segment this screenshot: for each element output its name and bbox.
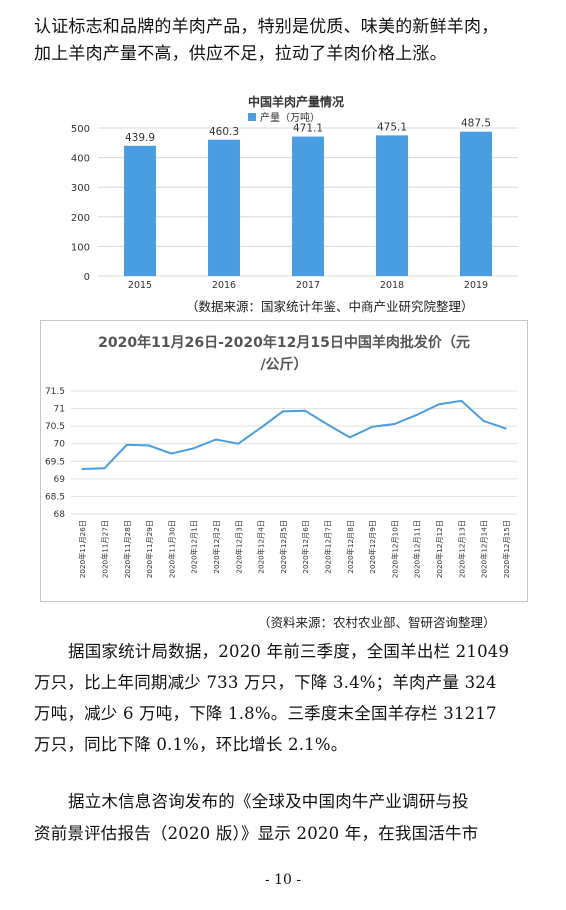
x-tick-label: 2017 bbox=[296, 280, 320, 291]
x-tick-label: 2020年11月30日 bbox=[167, 520, 176, 578]
x-tick-label: 2020年12月10日 bbox=[390, 520, 399, 578]
bar bbox=[460, 131, 492, 276]
line-point bbox=[438, 403, 440, 406]
text-line: 加上羊肉产量不高，供应不足，拉动了羊肉价格上涨。 bbox=[34, 44, 447, 64]
bar bbox=[124, 145, 156, 276]
text-line: 据国家统计局数据，2020 年前三季度，全国羊出栏 21049 bbox=[68, 642, 510, 661]
line-point bbox=[259, 427, 262, 429]
x-tick-label: 2020年12月15日 bbox=[502, 520, 511, 578]
line-point bbox=[326, 423, 329, 426]
y-tick-label: 71 bbox=[54, 405, 65, 415]
line-point bbox=[415, 414, 418, 416]
y-tick-label: 500 bbox=[71, 124, 90, 135]
bar-value-label: 460.3 bbox=[209, 126, 239, 138]
text-line: 资前景评估报告（2020 版）》显示 2020 年，在我国活牛市 bbox=[34, 824, 479, 843]
x-tick-label: 2020年12月5日 bbox=[279, 520, 288, 574]
line-chart-title-line1: 2020年11月26日-2020年12月15日中国羊肉批发价（元 bbox=[98, 334, 470, 351]
text-line: 万吨，减少 6 万吨，下降 1.8%。三季度末全国羊存栏 31217 bbox=[34, 704, 497, 723]
bar-value-label: 471.1 bbox=[293, 123, 323, 135]
x-tick-label: 2020年12月9日 bbox=[368, 520, 377, 574]
text-line: 据立木信息咨询发布的《全球及中国肉牛产业调研与投 bbox=[68, 792, 469, 811]
line-point bbox=[192, 447, 195, 450]
x-tick-label: 2020年12月4日 bbox=[257, 520, 266, 574]
y-tick-label: 200 bbox=[71, 213, 90, 224]
y-tick-label: 70 bbox=[54, 440, 66, 450]
x-tick-label: 2020年12月1日 bbox=[190, 520, 199, 574]
y-tick-label: 300 bbox=[71, 183, 90, 194]
line-point bbox=[215, 438, 217, 441]
line-chart-title-line2: /公斤） bbox=[260, 356, 307, 373]
y-tick-label: 70.5 bbox=[45, 422, 65, 432]
y-tick-label: 68 bbox=[54, 510, 66, 520]
bar-chart-svg: 中国羊肉产量情况 产量（万吨） 439.9 460.3 471.1 475.1 487.… bbox=[71, 94, 518, 291]
line-chart-source: （资料来源：农村农业部、智研咨询整理） bbox=[258, 615, 496, 630]
bar-chart-legend: 产量（万吨） bbox=[260, 111, 320, 124]
line-point bbox=[282, 410, 284, 413]
y-tick-label: 69 bbox=[54, 475, 66, 485]
x-tick-label: 2020年12月6日 bbox=[301, 520, 310, 574]
line-point bbox=[505, 427, 507, 430]
bar bbox=[376, 135, 408, 276]
y-tick-label: 71.5 bbox=[45, 387, 65, 397]
bar-chart-source: （数据来源：国家统计年鉴、中商产业研究院整理） bbox=[186, 299, 474, 314]
y-tick-label: 68.5 bbox=[45, 492, 65, 502]
x-tick-label: 2020年12月2日 bbox=[212, 520, 221, 574]
page-number: - 10 - bbox=[264, 872, 302, 888]
x-tick-label: 2020年12月13日 bbox=[457, 520, 466, 578]
line-point bbox=[170, 452, 173, 455]
bar-value-label: 487.5 bbox=[461, 118, 491, 130]
line-point bbox=[148, 444, 150, 447]
x-tick-label: 2020年11月28日 bbox=[123, 520, 132, 578]
line-point bbox=[304, 409, 306, 412]
x-tick-label: 2020年12月12日 bbox=[435, 520, 444, 578]
legend-swatch bbox=[248, 113, 256, 121]
x-tick-label: 2019 bbox=[464, 280, 488, 291]
y-tick-label: 400 bbox=[71, 154, 90, 165]
x-tick-label: 2020年11月27日 bbox=[100, 520, 109, 578]
bar bbox=[292, 136, 324, 276]
top-paragraph: 认证标志和品牌的羊肉产品，特别是优质、味美的新鲜羊肉， 加上羊肉产量不高，供应不… bbox=[34, 14, 534, 68]
x-tick-label: 2020年12月3日 bbox=[234, 520, 243, 574]
bar-value-label: 439.9 bbox=[125, 132, 155, 144]
line-chart-svg: 2020年11月26日-2020年12月15日中国羊肉批发价（元 /公斤） 68… bbox=[45, 334, 517, 578]
paragraph-stats: 据国家统计局数据，2020 年前三季度，全国羊出栏 21049 万只，比上年同期… bbox=[34, 636, 534, 760]
text-line: 认证标志和品牌的羊肉产品，特别是优质、味美的新鲜羊肉， bbox=[34, 17, 499, 37]
line-point bbox=[103, 467, 106, 470]
x-tick-label: 2020年12月7日 bbox=[323, 520, 332, 574]
line-point bbox=[460, 400, 463, 402]
line-point bbox=[81, 468, 83, 470]
x-tick-label: 2020年12月14日 bbox=[480, 520, 489, 578]
text-line: 万只，同比下降 0.1%，环比增长 2.1%。 bbox=[34, 735, 348, 754]
y-tick-label: 0 bbox=[84, 272, 90, 283]
y-tick-label: 69.5 bbox=[45, 457, 65, 467]
x-tick-label: 2020年12月11日 bbox=[413, 520, 422, 578]
line-point bbox=[482, 420, 485, 422]
x-tick-label: 2018 bbox=[380, 280, 404, 291]
text-line: 万只，比上年同期减少 733 万只，下降 3.4%；羊肉产量 324 bbox=[34, 673, 497, 692]
x-tick-label: 2015 bbox=[128, 280, 152, 291]
bar-value-label: 475.1 bbox=[377, 121, 407, 133]
line-point bbox=[393, 423, 396, 425]
y-tick-label: 100 bbox=[71, 242, 90, 253]
line-point bbox=[125, 443, 128, 446]
x-tick-label: 2020年11月26日 bbox=[78, 520, 87, 578]
x-tick-label: 2020年12月8日 bbox=[346, 520, 355, 574]
line-chart: 2020年11月26日-2020年12月15日中国羊肉批发价（元 /公斤） 68… bbox=[40, 320, 528, 602]
line-point bbox=[348, 436, 351, 439]
line-series bbox=[82, 399, 507, 470]
bar-chart: 中国羊肉产量情况 产量（万吨） 439.9 460.3 471.1 475.1 487.… bbox=[62, 88, 530, 300]
bar bbox=[208, 139, 240, 276]
x-tick-label: 2020年11月29日 bbox=[145, 520, 154, 578]
paragraph-report: 据立木信息咨询发布的《全球及中国肉牛产业调研与投 资前景评估报告（2020 版）… bbox=[34, 786, 534, 850]
line-point bbox=[371, 426, 373, 428]
x-tick-label: 2016 bbox=[212, 280, 236, 291]
bar-chart-title: 中国羊肉产量情况 bbox=[248, 94, 344, 109]
line-point bbox=[237, 442, 240, 445]
